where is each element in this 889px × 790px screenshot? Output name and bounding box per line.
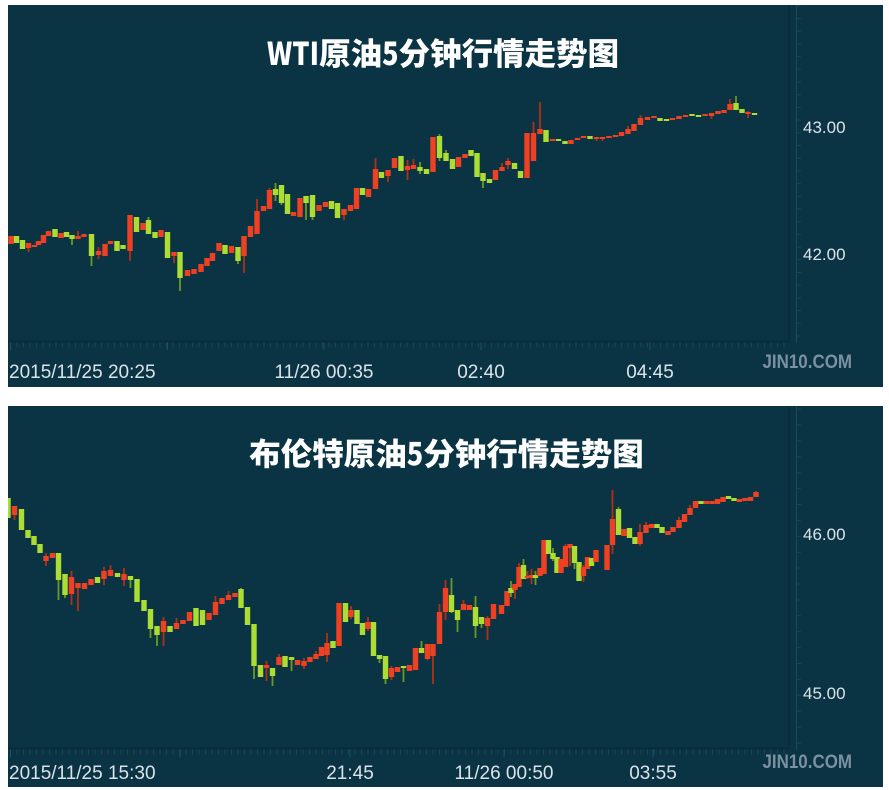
svg-text:2015/11/25 20:25: 2015/11/25 20:25 <box>9 362 156 383</box>
svg-text:02:40: 02:40 <box>457 362 505 383</box>
svg-text:21:45: 21:45 <box>326 763 374 784</box>
svg-text:03:55: 03:55 <box>629 763 677 784</box>
svg-text:46.00: 46.00 <box>803 525 846 544</box>
svg-text:43.00: 43.00 <box>803 118 846 137</box>
svg-text:42.00: 42.00 <box>803 245 846 264</box>
svg-text:JIN10.COM: JIN10.COM <box>763 352 853 373</box>
svg-text:2015/11/25 15:30: 2015/11/25 15:30 <box>9 763 156 784</box>
svg-text:JIN10.COM: JIN10.COM <box>763 752 853 773</box>
svg-text:11/26 00:50: 11/26 00:50 <box>455 763 554 784</box>
svg-text:04:45: 04:45 <box>626 362 674 383</box>
svg-text:45.00: 45.00 <box>803 684 846 703</box>
svg-text:11/26 00:35: 11/26 00:35 <box>275 362 374 383</box>
